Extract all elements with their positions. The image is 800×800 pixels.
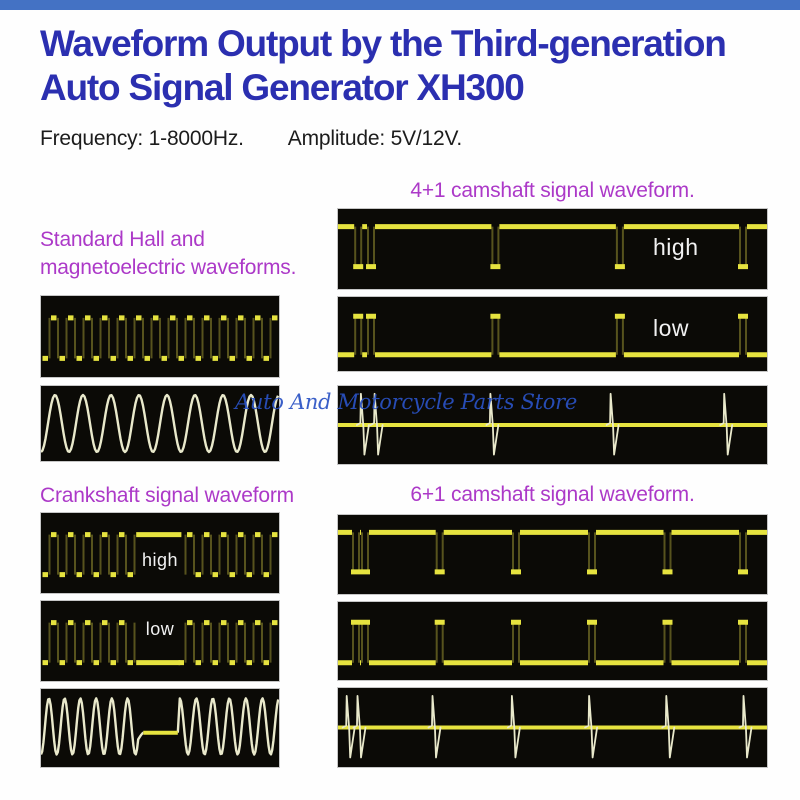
waveform-trace	[338, 224, 767, 270]
waveform-panel-cam6-low	[337, 601, 768, 681]
waveform-panel-cam6-high	[337, 514, 768, 595]
waveform-trace	[42, 315, 278, 361]
page-title: Waveform Output by the Third-generation …	[40, 22, 780, 110]
spec-line: Frequency: 1-8000Hz. Amplitude: 5V/12V.	[40, 127, 462, 151]
waveform-trace	[338, 392, 767, 456]
waveform-panel-cam6-spike	[337, 687, 768, 768]
panel-label-high: high	[653, 234, 699, 260]
waveform-trace	[41, 393, 279, 454]
waveform-panel-cam4-low: low	[337, 296, 768, 372]
waveform-trace	[338, 529, 767, 575]
section-label-cam6: 6+1 camshaft signal waveform.	[410, 483, 695, 506]
section-label-hall: Standard Hall and magnetoelectric wavefo…	[40, 226, 296, 282]
section-label-crank: Crankshaft signal waveform	[40, 484, 294, 507]
section-label-hall-line1: Standard Hall and	[40, 228, 205, 251]
page-title-line2: Auto Signal Generator XH300	[40, 67, 525, 108]
spec-amplitude: Amplitude: 5V/12V.	[287, 127, 463, 150]
panel-label-high: high	[141, 550, 179, 570]
section-label-hall-line2: magnetoelectric waveforms.	[40, 256, 297, 279]
watermark-text: Auto And Motorcycle Parts Store	[235, 390, 577, 414]
waveform-panel-cam4-spike	[337, 385, 768, 465]
section-label-cam4: 4+1 camshaft signal waveform.	[410, 179, 695, 202]
top-accent-bar	[0, 0, 800, 10]
panel-label-low: low	[653, 315, 690, 341]
spec-frequency: Frequency: 1-8000Hz.	[40, 127, 244, 150]
panel-label-low: low	[145, 619, 175, 639]
waveform-panel-crank-sine	[40, 688, 280, 768]
waveform-panel-cam4-high: high	[337, 208, 768, 290]
waveform-panel-crank-square-low: low	[40, 600, 280, 682]
waveform-panel-crank-square-high: high	[40, 512, 280, 594]
waveform-trace	[338, 313, 767, 358]
waveform-trace	[42, 620, 278, 666]
waveform-trace	[42, 532, 278, 578]
waveform-trace	[41, 697, 279, 756]
waveform-trace	[338, 619, 767, 666]
waveform-trace	[338, 695, 767, 759]
page-title-line1: Waveform Output by the Third-generation	[40, 23, 727, 64]
waveform-panel-hall-sine	[40, 385, 280, 462]
waveform-panel-hall-square	[40, 295, 280, 378]
